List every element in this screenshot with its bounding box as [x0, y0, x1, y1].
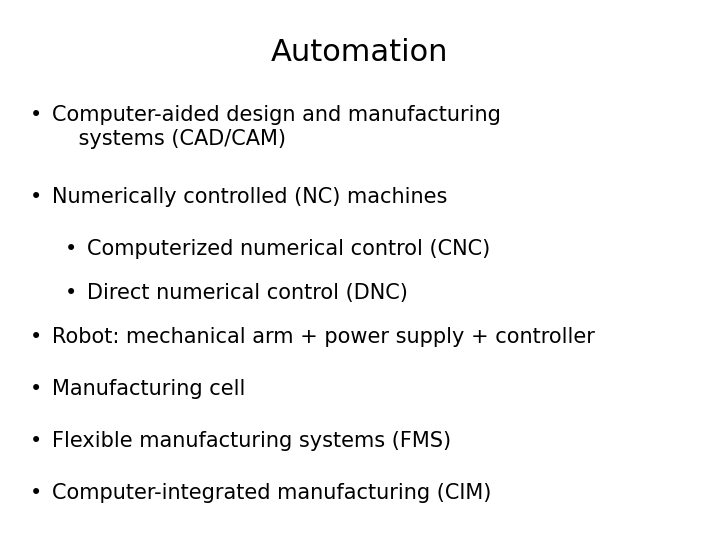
Text: Flexible manufacturing systems (FMS): Flexible manufacturing systems (FMS) — [52, 431, 451, 451]
Text: Computer-aided design and manufacturing
    systems (CAD/CAM): Computer-aided design and manufacturing … — [52, 105, 501, 149]
Text: Numerically controlled (NC) machines: Numerically controlled (NC) machines — [52, 187, 447, 207]
Text: Robot: mechanical arm + power supply + controller: Robot: mechanical arm + power supply + c… — [52, 327, 595, 347]
Text: •: • — [30, 327, 42, 347]
Text: Computer-integrated manufacturing (CIM): Computer-integrated manufacturing (CIM) — [52, 483, 491, 503]
Text: Automation: Automation — [271, 38, 449, 67]
Text: •: • — [30, 187, 42, 207]
Text: •: • — [65, 239, 77, 259]
Text: •: • — [30, 431, 42, 451]
Text: •: • — [30, 379, 42, 399]
Text: Manufacturing cell: Manufacturing cell — [52, 379, 246, 399]
Text: •: • — [65, 283, 77, 303]
Text: •: • — [30, 105, 42, 125]
Text: •: • — [30, 483, 42, 503]
Text: Computerized numerical control (CNC): Computerized numerical control (CNC) — [87, 239, 490, 259]
Text: Direct numerical control (DNC): Direct numerical control (DNC) — [87, 283, 408, 303]
